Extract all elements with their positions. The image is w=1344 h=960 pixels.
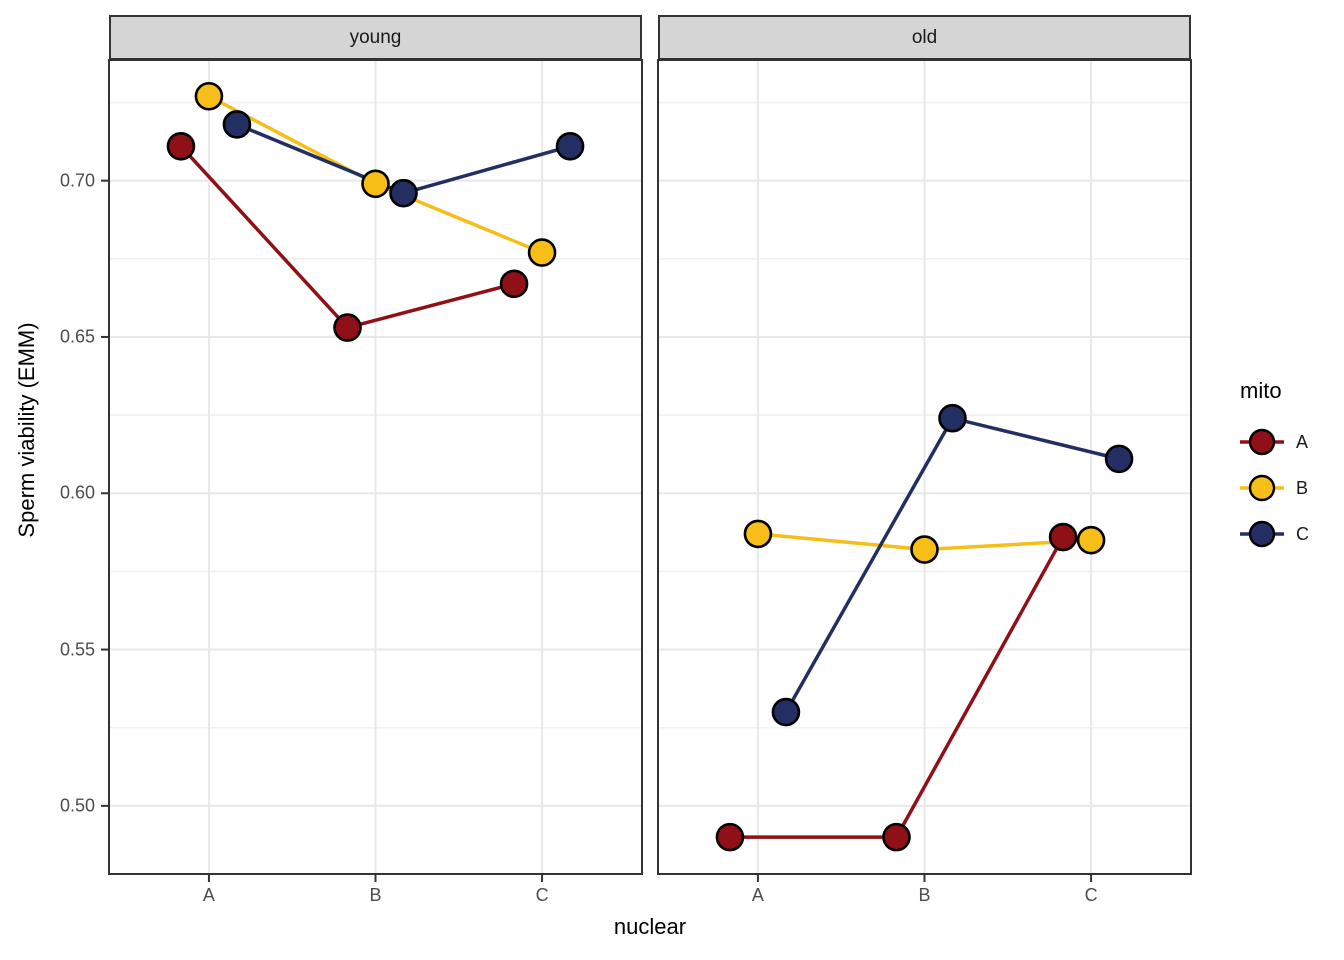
data-point-C — [1104, 444, 1134, 474]
legend-item-A: A — [1240, 427, 1344, 457]
facet-strip-young: young — [109, 15, 642, 60]
facet-strip-old: old — [658, 15, 1191, 60]
facet-strip-young-label: young — [349, 26, 402, 48]
data-point-B — [527, 238, 557, 267]
data-point-B — [1076, 525, 1106, 555]
series-line-A — [729, 536, 1065, 839]
data-point-C — [771, 697, 801, 727]
series-line-A — [179, 145, 515, 330]
facet-strip-old-label: old — [911, 26, 938, 48]
data-point-C — [222, 110, 252, 139]
legend-item-label: C — [1296, 523, 1309, 544]
series-line-C — [784, 416, 1120, 713]
x-tick-label: B — [918, 885, 931, 905]
x-axis-title: nuclear — [613, 914, 687, 939]
legend-item-label: A — [1296, 431, 1309, 452]
data-point-B — [194, 81, 224, 111]
legend: mito A B C — [1240, 378, 1344, 565]
y-tick-label: 0.60 — [59, 482, 95, 503]
data-point-A — [166, 131, 196, 161]
data-point-B — [743, 519, 773, 549]
y-tick-label: 0.50 — [59, 795, 95, 816]
legend-item-B: B — [1240, 473, 1344, 503]
data-point-A — [499, 269, 529, 299]
legend-item-C: C — [1240, 519, 1344, 549]
x-tick-label: A — [202, 885, 215, 905]
data-point-A — [882, 822, 911, 852]
legend-key-icon — [1240, 474, 1284, 502]
legend-key-icon — [1240, 428, 1284, 456]
legend-key-icon — [1240, 520, 1284, 548]
y-tick-label: 0.65 — [59, 326, 95, 347]
legend-items: A B C — [1240, 427, 1344, 565]
data-point-B — [910, 535, 939, 564]
data-point-A — [333, 313, 362, 342]
data-point-B — [361, 169, 390, 199]
x-tick-label: B — [369, 885, 382, 905]
data-point-C — [938, 403, 967, 433]
x-tick-label: C — [1084, 885, 1098, 905]
x-tick-label: C — [535, 885, 549, 905]
data-point-C — [555, 131, 585, 161]
legend-title: mito — [1240, 378, 1282, 403]
y-axis-title: Sperm viability (EMM) — [14, 322, 39, 538]
data-point-A — [715, 822, 745, 852]
y-tick-label: 0.55 — [59, 639, 95, 660]
legend-item-label: B — [1296, 477, 1309, 498]
data-point-A — [1048, 522, 1078, 552]
data-point-C — [389, 178, 418, 208]
x-tick-label: A — [751, 885, 764, 905]
y-tick-label: 0.70 — [59, 170, 95, 191]
